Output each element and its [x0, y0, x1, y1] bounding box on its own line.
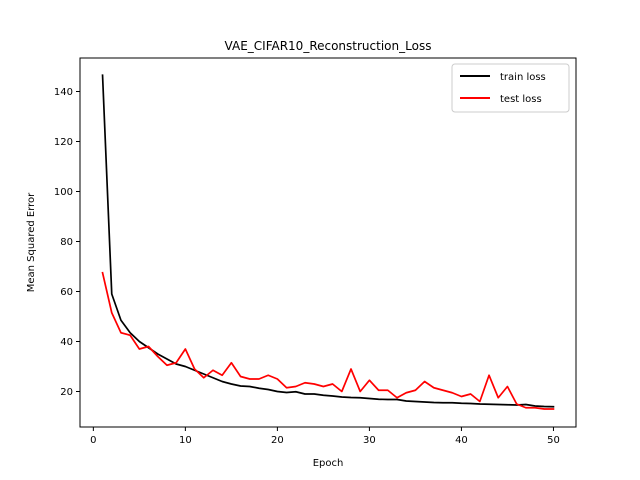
y-tick-label: 20 — [60, 387, 73, 398]
x-tick-label: 50 — [547, 435, 560, 446]
legend: train loss test loss — [451, 63, 570, 113]
plot-area — [79, 57, 577, 428]
y-tick-label: 80 — [60, 237, 73, 248]
x-tick-label: 10 — [179, 435, 192, 446]
x-tick-label: 20 — [271, 435, 284, 446]
y-axis-label: Mean Squared Error — [26, 192, 37, 292]
x-tick-label: 0 — [90, 435, 96, 446]
series-line-train-loss — [101, 74, 555, 408]
y-tick-label: 40 — [60, 337, 73, 348]
legend-label-test-loss: test loss — [500, 94, 542, 105]
plot-frame — [79, 57, 577, 428]
x-tick-label: 40 — [455, 435, 468, 446]
y-axis-ticks: 20 40 60 80 100 120 140 — [54, 87, 80, 398]
chart-title: VAE_CIFAR10_Reconstruction_Loss — [225, 39, 432, 53]
y-tick-label: 140 — [54, 87, 73, 98]
y-tick-label: 120 — [54, 137, 73, 148]
series-layer — [101, 74, 555, 410]
legend-label-train-loss: train loss — [500, 72, 546, 83]
y-tick-label: 60 — [60, 287, 73, 298]
x-tick-label: 30 — [363, 435, 376, 446]
x-axis-ticks: 0 10 20 30 40 50 — [90, 427, 560, 446]
series-line-test-loss — [101, 271, 555, 410]
x-axis-label: Epoch — [313, 458, 344, 469]
y-tick-label: 100 — [54, 187, 73, 198]
